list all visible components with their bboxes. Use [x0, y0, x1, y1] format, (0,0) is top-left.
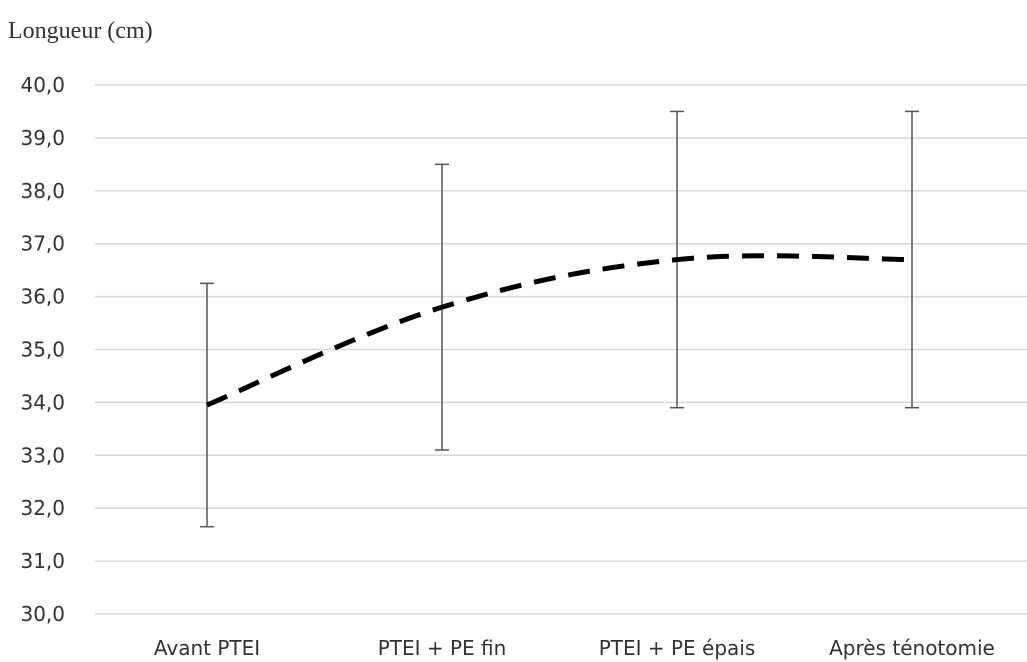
y-tick-label: 40,0: [20, 73, 65, 97]
error-bars: [200, 110, 919, 528]
x-category-labels: Avant PTEI PTEI + PE fin PTEI + PE épais Ap…: [154, 636, 995, 660]
y-tick-label: 36,0: [20, 285, 65, 309]
y-axis-title: Longueur (cm): [8, 18, 153, 44]
x-tick-label: PTEI + PE fin: [378, 636, 507, 660]
y-tick-label: 39,0: [20, 126, 65, 150]
y-tick-label: 35,0: [20, 338, 65, 362]
y-tick-label: 30,0: [20, 602, 65, 626]
y-tick-label: 34,0: [20, 390, 65, 414]
series-line: [206, 253, 913, 408]
y-tick-label: 31,0: [20, 549, 65, 573]
error-bar: [905, 110, 919, 409]
y-tick-label: 38,0: [20, 179, 65, 203]
y-tick-label: 33,0: [20, 443, 65, 467]
series-lines: [206, 253, 913, 408]
gridlines: [95, 84, 1027, 615]
x-tick-label: Avant PTEI: [154, 636, 260, 660]
y-tick-labels: 30,0 31,0 32,0 33,0 34,0 35,0 36,0 37,0 38,0 39,0…: [20, 73, 65, 626]
y-tick-label: 37,0: [20, 232, 65, 256]
x-tick-label: PTEI + PE épais: [599, 636, 756, 660]
y-tick-label: 32,0: [20, 496, 65, 520]
x-tick-label: Après ténotomie: [829, 636, 995, 660]
